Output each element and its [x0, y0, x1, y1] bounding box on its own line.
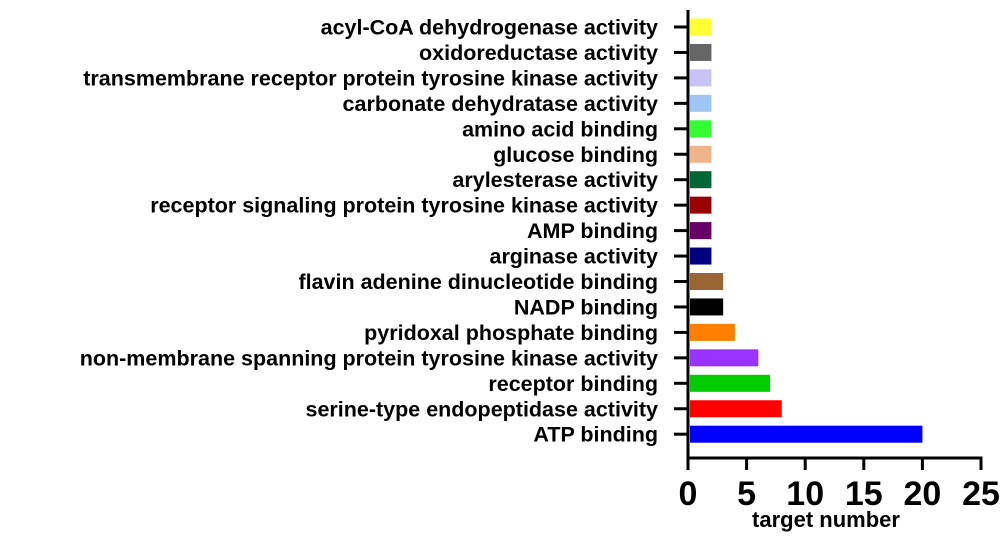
bar — [690, 273, 724, 290]
x-tick-label: 5 — [737, 475, 756, 513]
x-tick-label: 20 — [903, 475, 941, 513]
category-label: receptor binding — [488, 372, 658, 396]
bar — [690, 145, 712, 163]
category-label: arginase activity — [489, 245, 658, 269]
bar — [690, 323, 735, 341]
category-label: pyridoxal phosphate binding — [364, 321, 658, 345]
x-tick-label: 0 — [679, 475, 698, 513]
category-label: amino acid binding — [462, 117, 658, 141]
category-label: AMP binding — [527, 219, 658, 243]
category-label: glucose binding — [493, 143, 658, 167]
bars-group — [690, 18, 923, 443]
bar — [690, 222, 712, 240]
bar — [690, 69, 712, 87]
bar — [690, 43, 712, 61]
bar — [690, 171, 712, 189]
bar — [690, 349, 759, 367]
category-label: serine-type endopeptidase activity — [306, 397, 659, 421]
bar — [690, 196, 712, 214]
category-label: transmembrane receptor protein tyrosine … — [83, 66, 658, 90]
bar — [690, 425, 923, 443]
x-tick-label: 15 — [845, 475, 883, 513]
bar — [690, 247, 712, 265]
category-label: ATP binding — [533, 423, 658, 447]
x-tick-label: 25 — [962, 475, 1000, 513]
axes-group — [674, 10, 983, 470]
bar — [690, 400, 782, 418]
category-label: flavin adenine dinucleotide binding — [298, 270, 658, 294]
category-label: non-membrane spanning protein tyrosine k… — [80, 346, 658, 370]
x-tick-label: 10 — [786, 475, 824, 513]
bar — [690, 120, 712, 138]
category-label: acyl-CoA dehydrogenase activity — [321, 16, 658, 40]
category-label: carbonate dehydratase activity — [343, 92, 659, 116]
bar — [690, 298, 724, 316]
bar — [690, 94, 712, 112]
bar — [690, 18, 712, 36]
bar — [690, 374, 771, 392]
x-axis-title: target number — [752, 507, 900, 532]
category-labels-group: acyl-CoA dehydrogenase activityoxidoredu… — [80, 16, 658, 447]
category-label: receptor signaling protein tyrosine kina… — [150, 194, 658, 218]
category-label: oxidoreductase activity — [419, 41, 658, 65]
category-label: arylesterase activity — [452, 168, 658, 192]
x-tick-labels-group: 0 5 10 15 20 25 — [679, 475, 1000, 513]
category-label: NADP binding — [514, 295, 658, 319]
